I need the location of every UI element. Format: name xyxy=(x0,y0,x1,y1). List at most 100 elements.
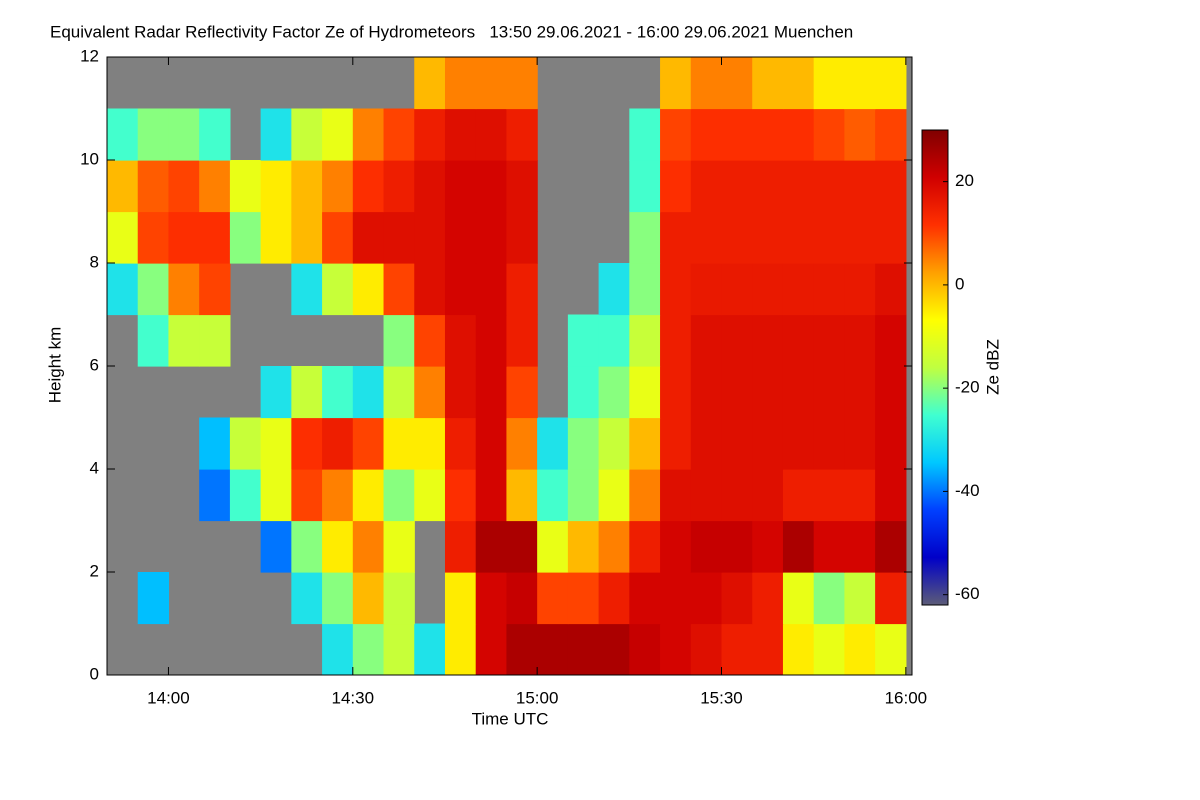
heatmap-cell xyxy=(782,366,815,419)
heatmap-cell xyxy=(567,469,600,522)
heatmap-cell xyxy=(567,366,600,419)
heatmap-cell xyxy=(752,57,784,110)
heatmap-cell xyxy=(752,211,784,264)
heatmap-cell xyxy=(752,160,784,213)
heatmap-cell xyxy=(844,160,876,213)
heatmap-cell xyxy=(813,263,846,316)
y-tick-label: 8 xyxy=(90,252,99,271)
heatmap-cell xyxy=(752,366,784,419)
heatmap-cell xyxy=(660,57,692,110)
heatmap-cell xyxy=(229,160,262,213)
y-tick-label: 0 xyxy=(90,664,99,683)
heatmap-cell xyxy=(660,211,692,264)
heatmap-cell xyxy=(844,623,876,675)
heatmap-cell xyxy=(414,314,446,367)
heatmap-cell xyxy=(414,366,446,419)
heatmap-cell xyxy=(721,520,753,573)
heatmap-cell xyxy=(721,263,753,316)
colorbar-tick-label: -60 xyxy=(955,584,980,603)
heatmap-cell xyxy=(690,366,723,419)
heatmap-cell xyxy=(383,160,415,213)
heatmap-cell xyxy=(598,572,630,625)
heatmap-cell xyxy=(291,263,323,316)
heatmap-cell xyxy=(322,108,354,161)
heatmap-cell xyxy=(168,211,200,264)
heatmap-cell xyxy=(813,520,846,573)
heatmap-cell xyxy=(199,417,231,470)
heatmap-cell xyxy=(352,417,385,470)
heatmap-cell xyxy=(629,160,661,213)
heatmap-cell xyxy=(598,417,630,470)
heatmap-cell xyxy=(414,108,446,161)
heatmap-cell xyxy=(260,108,292,161)
colorbar-tick-label: -40 xyxy=(955,481,980,500)
x-axis-label: Time UTC xyxy=(472,709,549,728)
heatmap-cell xyxy=(444,160,477,213)
heatmap-cell xyxy=(660,314,692,367)
heatmap-cell xyxy=(844,469,876,522)
heatmap-cell xyxy=(199,211,231,264)
heatmap-cell xyxy=(107,160,139,213)
heatmap-cell xyxy=(629,108,661,161)
heatmap-cell xyxy=(844,520,876,573)
heatmap-cell xyxy=(199,314,231,367)
heatmap-cell xyxy=(322,520,354,573)
heatmap-cell xyxy=(629,314,661,367)
heatmap-cell xyxy=(444,366,477,419)
heatmap-cell xyxy=(844,57,876,110)
y-tick-label: 10 xyxy=(80,149,99,168)
colorbar-tick-label: 20 xyxy=(955,171,974,190)
heatmap-cell xyxy=(168,314,200,367)
heatmap-cell xyxy=(690,572,723,625)
heatmap-cell xyxy=(537,417,569,470)
heatmap-cell xyxy=(875,623,907,675)
heatmap-cell xyxy=(752,520,784,573)
heatmap-cell xyxy=(383,469,415,522)
heatmap-cell xyxy=(229,211,262,264)
heatmap-cell xyxy=(813,314,846,367)
heatmap-cell xyxy=(598,469,630,522)
heatmap-cell xyxy=(875,572,907,625)
heatmap-cell xyxy=(260,366,292,419)
heatmap-cell xyxy=(660,366,692,419)
heatmap-cell xyxy=(352,469,385,522)
heatmap-cell xyxy=(107,108,139,161)
heatmap-cell xyxy=(475,160,508,213)
heatmap-cell xyxy=(475,572,508,625)
heatmap-cell xyxy=(506,469,538,522)
heatmap-cell xyxy=(444,314,477,367)
heatmap-cell xyxy=(690,160,723,213)
heatmap-cell xyxy=(782,572,815,625)
heatmap-cell xyxy=(690,314,723,367)
heatmap-cell xyxy=(629,520,661,573)
heatmap-cell xyxy=(199,263,231,316)
heatmap-cell xyxy=(721,572,753,625)
heatmap-cell xyxy=(414,57,446,110)
colorbar-tick-label: -20 xyxy=(955,378,980,397)
heatmap-cell xyxy=(875,520,907,573)
x-tick-label: 15:00 xyxy=(516,688,559,707)
heatmap-cell xyxy=(137,160,170,213)
heatmap-cell xyxy=(813,469,846,522)
heatmap-cell xyxy=(322,160,354,213)
heatmap-cell xyxy=(844,108,876,161)
heatmap-cell xyxy=(875,263,907,316)
heatmap-cell xyxy=(598,520,630,573)
heatmap-cell xyxy=(322,469,354,522)
x-tick-label: 14:30 xyxy=(332,688,375,707)
heatmap-cell xyxy=(260,417,292,470)
heatmap-cell xyxy=(660,572,692,625)
heatmap-cell xyxy=(813,572,846,625)
heatmap-cell xyxy=(629,211,661,264)
heatmap-cell xyxy=(260,520,292,573)
heatmap-cell xyxy=(506,520,538,573)
heatmap-cell xyxy=(444,417,477,470)
heatmap-cell xyxy=(322,263,354,316)
heatmap-cell xyxy=(475,263,508,316)
heatmap-cell xyxy=(537,623,569,675)
heatmap-cell xyxy=(229,469,262,522)
y-tick-label: 6 xyxy=(90,355,99,374)
heatmap-cell xyxy=(875,160,907,213)
heatmap-cell xyxy=(352,572,385,625)
heatmap-cell xyxy=(844,263,876,316)
